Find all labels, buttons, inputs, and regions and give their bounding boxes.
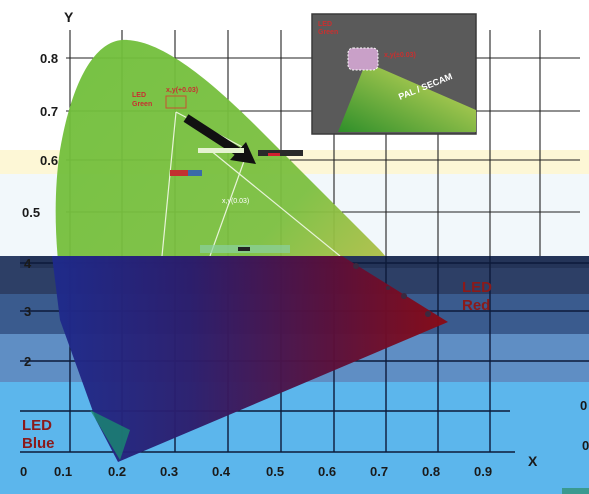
led-green-value-label: x,y(+0.03) (166, 87, 198, 94)
upper-panel: LED Green x,y(+0.03) x,y(0.03) 0.8 0.7 0… (0, 9, 589, 256)
x-tick-0.3: 0.3 (160, 464, 178, 479)
inset-led-line2: Green (318, 29, 338, 36)
inset-zoom-panel: LED Green x,y(±0.03) PAL / SECAM (311, 13, 477, 135)
led-blue-label-line2: Blue (22, 435, 55, 452)
x-tick-0.5: 0.5 (266, 464, 284, 479)
y-tick-0.5: 0.5 (22, 205, 40, 220)
x-tick-0.2: 0.2 (108, 464, 126, 479)
x-tick-0.1: 0.1 (54, 464, 72, 479)
y-axis-title: Y (64, 9, 74, 25)
corner-accent (562, 488, 589, 494)
lower-panel: 4 3 2 LED Red LED Blue 0 0 0 0.1 0.2 0.3… (0, 256, 589, 494)
right-edge-tick-1: 0 (580, 398, 587, 413)
led-red-label-line2: Red (462, 297, 490, 314)
y-tick-lower-4: 4 (24, 256, 32, 271)
right-edge-tick-2: 0 (582, 438, 589, 453)
x-tick-0.7: 0.7 (370, 464, 388, 479)
gamut-triangle-dark (52, 256, 448, 462)
y-tick-lower-3: 3 (24, 304, 31, 319)
x-tick-0: 0 (20, 464, 27, 479)
led-green-marker-box (165, 95, 187, 109)
render-artifacts (170, 148, 303, 253)
x-tick-0.4: 0.4 (212, 464, 231, 479)
y-tick-0.6: 0.6 (40, 153, 58, 168)
y-tick-lower-2: 2 (24, 354, 31, 369)
led-red-label-line1: LED (462, 279, 492, 296)
x-tick-0.6: 0.6 (318, 464, 336, 479)
x-axis-title: X (528, 453, 538, 469)
y-tick-0.7: 0.7 (40, 104, 58, 119)
led-green-label-line2: Green (132, 101, 152, 108)
x-tick-0.9: 0.9 (474, 464, 492, 479)
spectral-locus-horseshoe (55, 39, 386, 256)
red-corner-dots (353, 263, 431, 317)
led-blue-label-line1: LED (22, 417, 52, 434)
inset-value-label: x,y(±0.03) (384, 52, 416, 59)
y-tick-0.8: 0.8 (40, 51, 58, 66)
inset-led-line1: LED (318, 21, 332, 28)
blue-corner-accent (90, 410, 130, 460)
mid-value-label: x,y(0.03) (222, 198, 249, 205)
led-green-label-line1: LED (132, 92, 146, 99)
x-tick-0.8: 0.8 (422, 464, 440, 479)
